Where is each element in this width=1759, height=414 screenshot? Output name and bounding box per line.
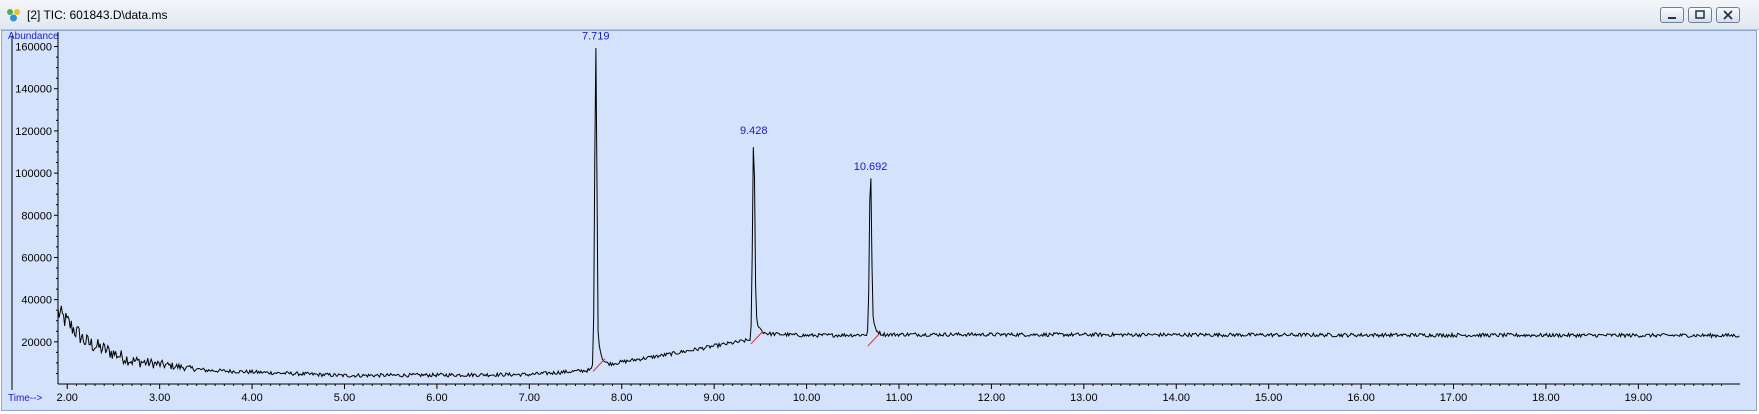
- x-tick-label: 7.00: [519, 392, 540, 404]
- y-axis-label: Abundance: [8, 31, 59, 42]
- integration-baseline: [592, 358, 606, 372]
- x-tick-label: 19.00: [1625, 392, 1653, 404]
- x-tick-label: 17.00: [1440, 392, 1468, 404]
- x-tick-label: 16.00: [1347, 392, 1375, 404]
- x-tick-label: 2.00: [57, 392, 78, 404]
- peak-label: 9.428: [740, 125, 768, 137]
- integration-baseline: [750, 330, 764, 345]
- x-tick-label: 6.00: [426, 392, 447, 404]
- x-tick-label: 18.00: [1532, 392, 1560, 404]
- x-tick-label: 13.00: [1070, 392, 1098, 404]
- x-tick-label: 12.00: [978, 392, 1006, 404]
- y-tick-label: 20000: [21, 337, 52, 349]
- y-tick-label: 60000: [21, 252, 52, 264]
- y-tick-label: 140000: [15, 84, 52, 96]
- y-tick-label: 80000: [21, 210, 52, 222]
- x-tick-label: 4.00: [241, 392, 262, 404]
- x-axis-label: Time-->: [8, 393, 43, 404]
- x-tick-label: 5.00: [334, 392, 355, 404]
- y-tick-label: 40000: [21, 295, 52, 307]
- chromatogram-app-icon: [7, 9, 20, 22]
- x-tick-label: 3.00: [149, 392, 170, 404]
- x-tick-label: 11.00: [886, 392, 913, 404]
- minimize-button[interactable]: [1660, 7, 1684, 23]
- x-tick-label: 14.00: [1162, 392, 1190, 404]
- peak-label: 7.719: [582, 30, 610, 42]
- tic-trace-line: [57, 47, 1740, 379]
- maximize-button[interactable]: [1688, 7, 1712, 23]
- y-tick-label: 100000: [15, 168, 52, 180]
- maximize-icon: [1695, 10, 1705, 19]
- y-tick-label: 160000: [15, 42, 52, 54]
- x-tick-label: 9.00: [703, 392, 724, 404]
- title-bar[interactable]: [2] TIC: 601843.D\data.ms: [0, 0, 1759, 30]
- x-tick-label: 15.00: [1255, 392, 1283, 404]
- window-title: [2] TIC: 601843.D\data.ms: [27, 8, 168, 22]
- y-tick-label: 120000: [15, 126, 52, 138]
- integration-baseline: [867, 333, 881, 347]
- close-icon: [1723, 10, 1733, 20]
- plot-area: [1, 30, 1757, 411]
- minimize-icon: [1668, 17, 1676, 19]
- close-button[interactable]: [1716, 7, 1740, 23]
- x-tick-label: 8.00: [611, 392, 632, 404]
- x-tick-label: 10.00: [793, 392, 821, 404]
- peak-label: 10.692: [854, 161, 888, 173]
